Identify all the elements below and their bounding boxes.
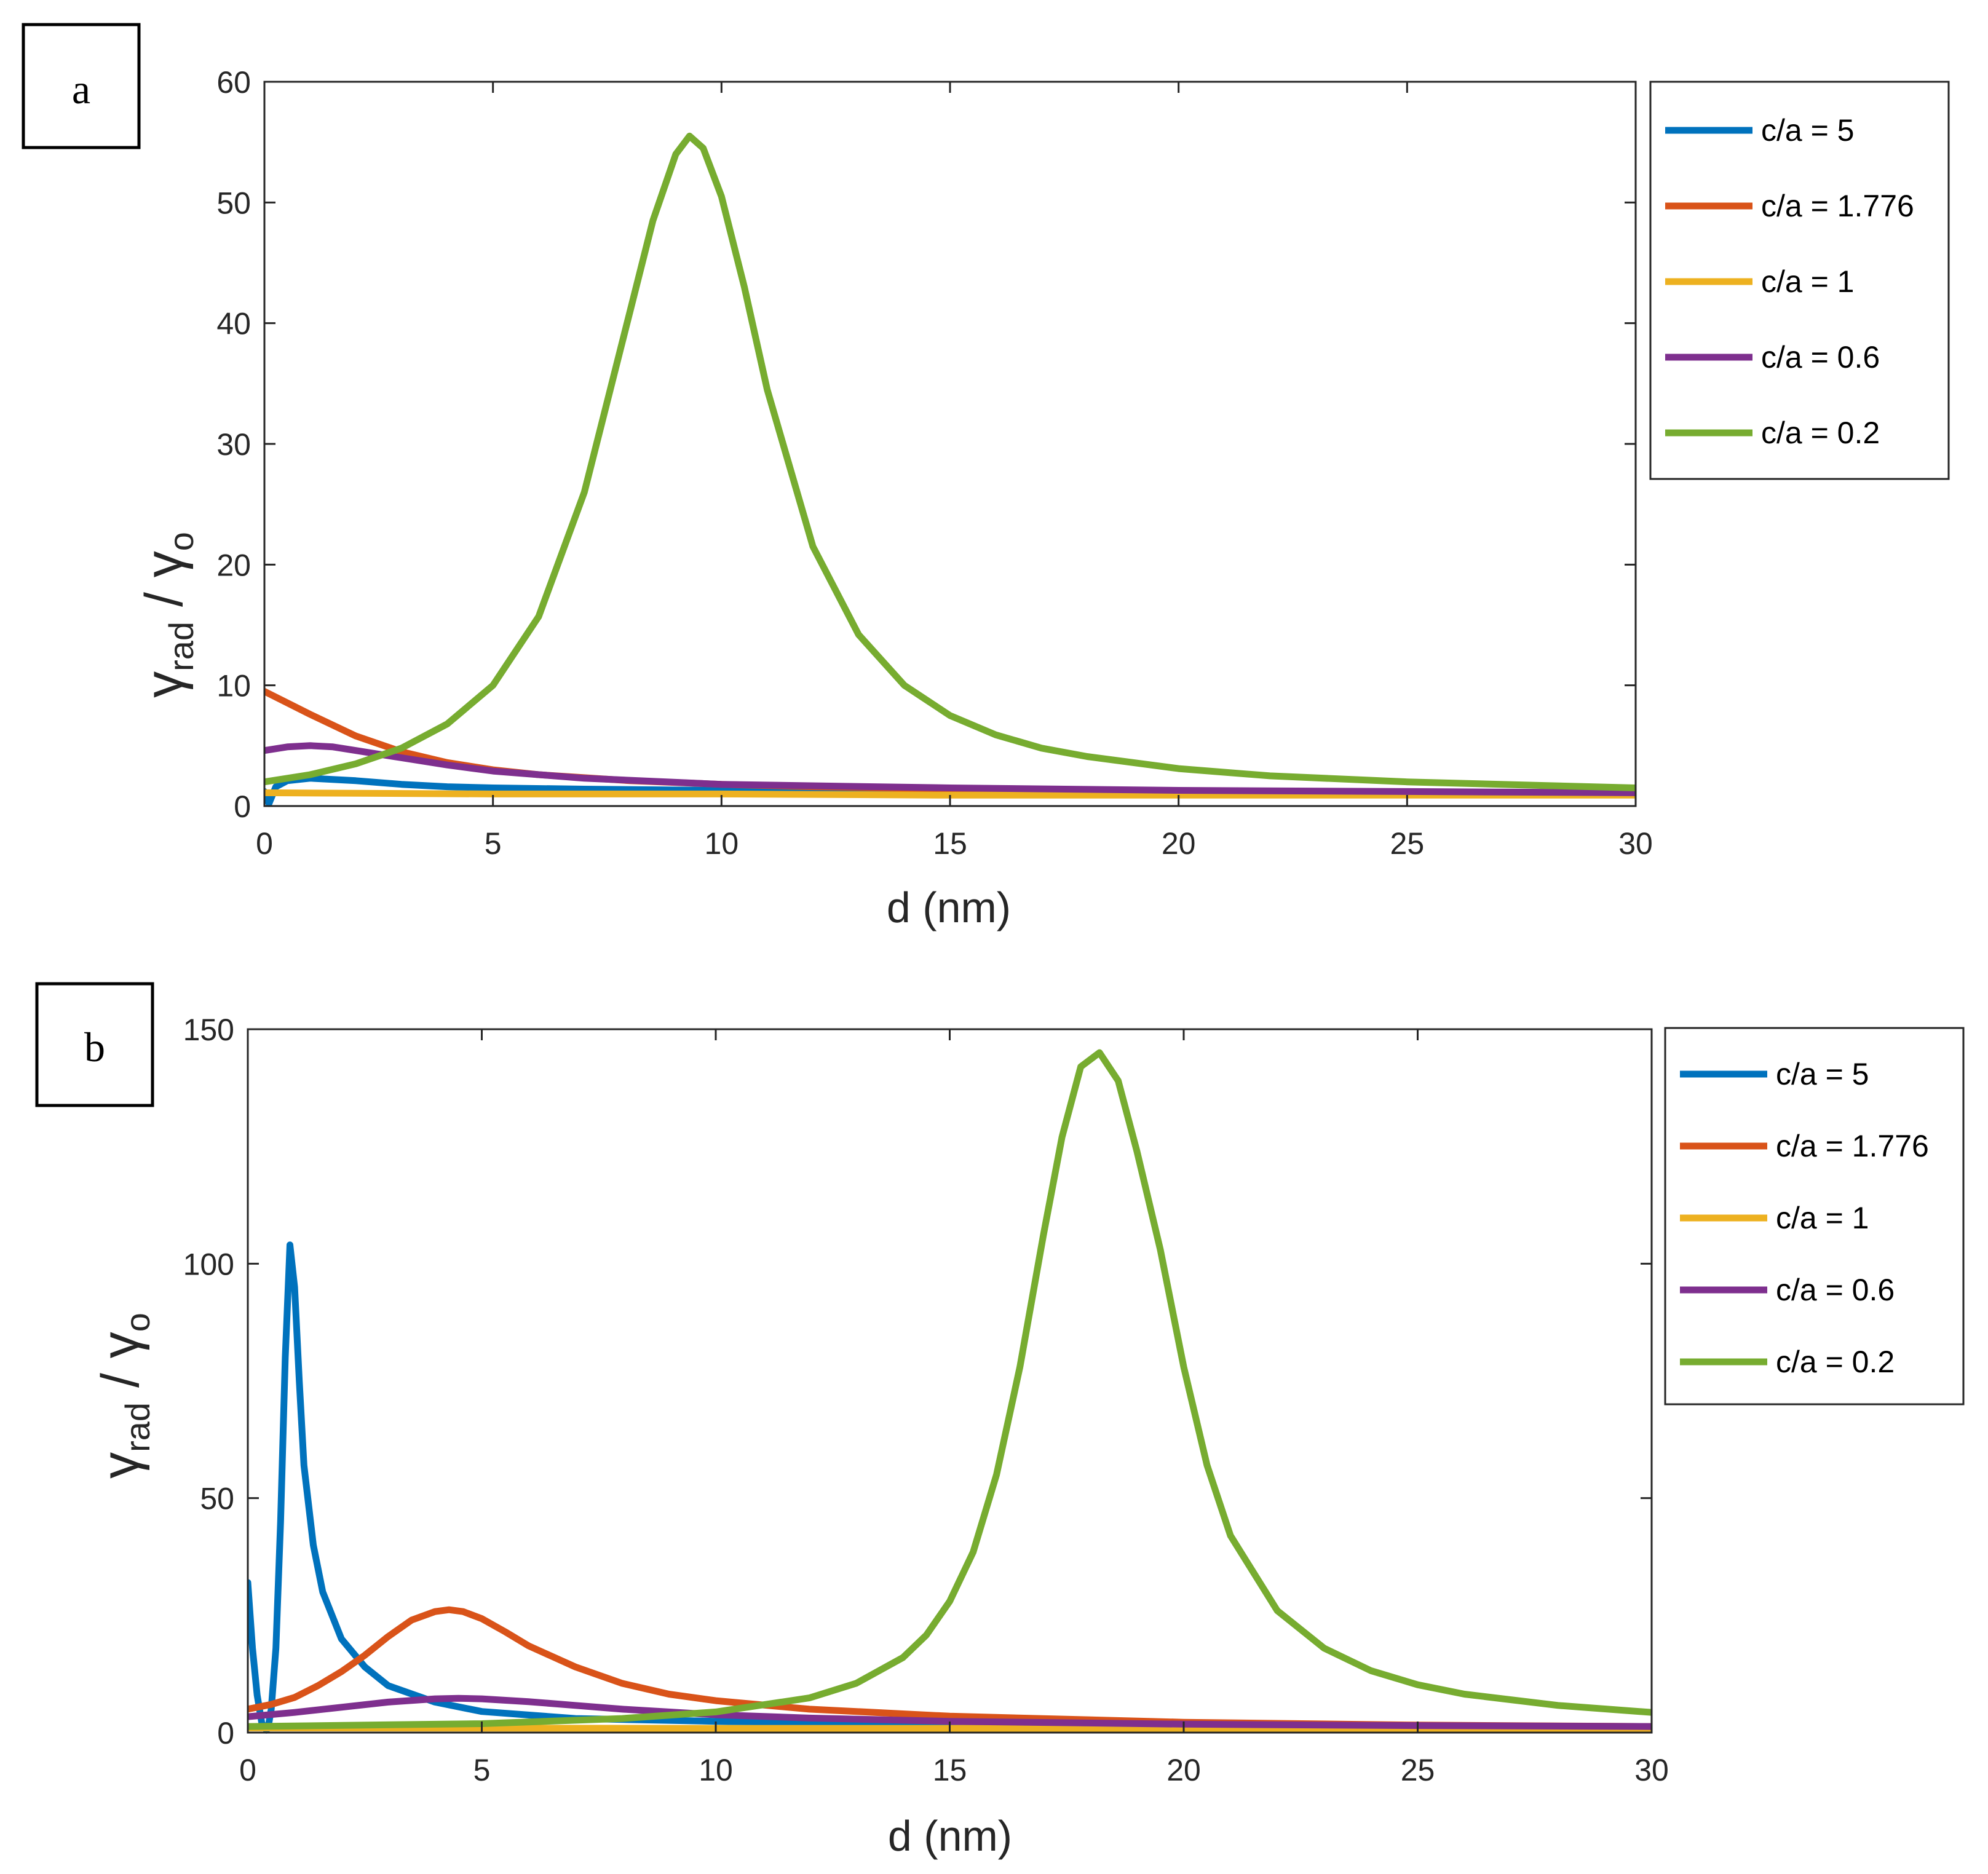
- series-line-1: [248, 1606, 1652, 1730]
- y-tick-label: 60: [216, 65, 251, 100]
- y-axis-title-main2: γ: [91, 1332, 150, 1358]
- plot-background: [264, 82, 1636, 806]
- series-line-4: [264, 132, 1636, 791]
- y-axis-title-sub2: o: [162, 532, 200, 551]
- y-tick-label: 150: [183, 1013, 234, 1047]
- x-tick-label: 20: [1162, 826, 1196, 861]
- y-axis-title-sub2: o: [118, 1313, 157, 1332]
- legend-entry-label: c/a = 0.2: [1776, 1345, 1895, 1379]
- legend-entry-label: c/a = 1.776: [1761, 189, 1914, 223]
- y-tick-label: 10: [216, 669, 251, 703]
- y-axis-title: γrad / γo: [135, 532, 200, 698]
- legend-entry-label: c/a = 0.2: [1761, 416, 1880, 450]
- x-tick-label: 5: [485, 826, 502, 861]
- legend-entry-label: c/a = 5: [1776, 1057, 1869, 1091]
- series-line-4: [248, 1049, 1652, 1730]
- x-tick-label: 10: [699, 1753, 733, 1787]
- x-axis-title: d (nm): [887, 884, 1011, 931]
- svg-text:γrad / γo: γrad / γo: [91, 1313, 157, 1479]
- y-tick-label: 100: [183, 1247, 234, 1281]
- y-axis-title-main2: γ: [135, 551, 194, 577]
- legend-entry-label: c/a = 1.776: [1776, 1129, 1929, 1163]
- legend: c/a = 5 c/a = 1.776 c/a = 1 c/a = 0.6 c/a = …: [1664, 1027, 1965, 1406]
- x-tick-label: 20: [1166, 1753, 1201, 1787]
- plot-area: 0 5 10 15 20 25 30 0 10 20 30 40 50 60: [216, 65, 1652, 861]
- panel-b: b 0 5 10 15 20 25 30 0 50 100 150 c/a = 5 c/a = 1.7…: [35, 982, 1965, 1860]
- legend-entry-label: c/a = 5: [1761, 113, 1855, 148]
- y-tick-label: 30: [216, 427, 251, 462]
- y-axis-title: γrad / γo: [91, 1313, 157, 1479]
- x-axis-title: d (nm): [888, 1812, 1012, 1860]
- x-tick-label: 30: [1634, 1753, 1669, 1787]
- y-axis-title-sep: /: [135, 577, 194, 622]
- y-tick-label: 0: [217, 1716, 234, 1750]
- plot-background: [248, 1029, 1652, 1733]
- legend-entry-label: c/a = 1: [1761, 264, 1855, 299]
- x-tick-label: 25: [1390, 826, 1425, 861]
- series-line-3: [264, 742, 1636, 796]
- x-tick-label: 15: [933, 1753, 967, 1787]
- y-tick-label: 20: [216, 548, 251, 582]
- panel-label: b: [84, 1024, 105, 1070]
- plot-area: 0 5 10 15 20 25 30 0 50 100 150: [183, 1013, 1669, 1787]
- x-tick-label: 0: [239, 1753, 256, 1787]
- svg-text:γrad / γo: γrad / γo: [135, 532, 200, 698]
- x-tick-label: 0: [256, 826, 273, 861]
- y-axis-title-main: γ: [91, 1452, 150, 1479]
- y-tick-label: 50: [216, 186, 251, 220]
- y-tick-label: 40: [216, 307, 251, 341]
- x-tick-label: 15: [933, 826, 967, 861]
- x-tick-label: 30: [1618, 826, 1653, 861]
- y-axis-title-main: γ: [135, 671, 194, 698]
- x-tick-label: 5: [473, 1753, 491, 1787]
- y-tick-label: 0: [234, 789, 251, 824]
- legend-entry-label: c/a = 0.6: [1761, 340, 1880, 374]
- legend: c/a = 5 c/a = 1.776 c/a = 1 c/a = 0.6 c/a = …: [1649, 81, 1950, 480]
- y-axis-title-sep: /: [91, 1358, 150, 1402]
- panel-label: a: [72, 66, 90, 113]
- y-tick-label: 50: [200, 1482, 234, 1516]
- series-line-3: [248, 1694, 1652, 1730]
- legend-entry-label: c/a = 1: [1776, 1201, 1869, 1235]
- y-axis-title-sub: rad: [118, 1402, 157, 1452]
- panel-label-box: [22, 23, 141, 149]
- x-tick-label: 25: [1401, 1753, 1435, 1787]
- legend-entry-label: c/a = 0.6: [1776, 1273, 1895, 1307]
- y-axis-title-sub: rad: [162, 622, 200, 671]
- x-tick-label: 10: [705, 826, 739, 861]
- panel-label-box: [35, 982, 154, 1107]
